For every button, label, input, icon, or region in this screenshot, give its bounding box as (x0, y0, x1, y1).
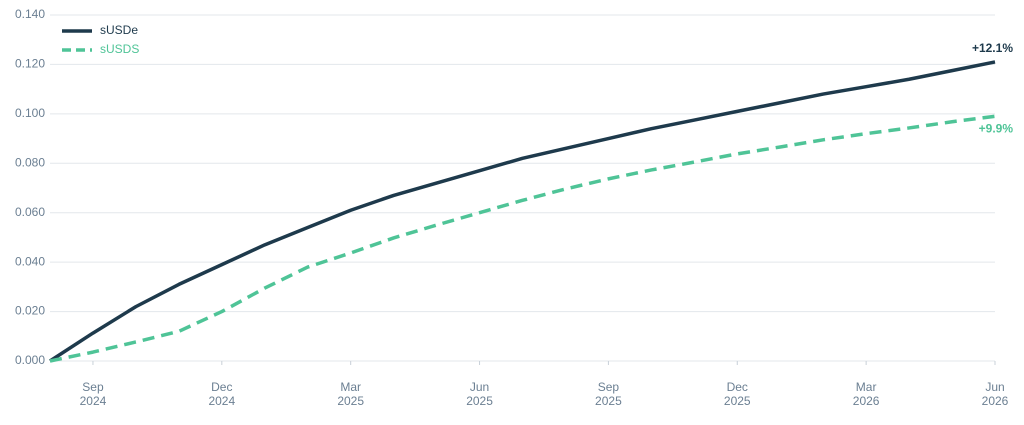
legend-label: sUSDe (100, 23, 138, 37)
y-tick-label: 0.140 (15, 7, 45, 21)
x-tick-label: Sep 2025 (595, 380, 622, 408)
x-tick-label: Mar 2026 (853, 380, 880, 408)
y-tick-label: 0.120 (15, 57, 45, 71)
end-label: +9.9% (979, 122, 1014, 136)
y-tick-label: 0.040 (15, 254, 45, 268)
end-label: +12.1% (972, 41, 1013, 55)
x-tick-label: Dec 2025 (724, 380, 751, 408)
legend-label: sUSDS (100, 42, 139, 56)
series-line (49, 60, 996, 363)
x-tick-label: Dec 2024 (208, 380, 235, 408)
y-tick-label: 0.000 (15, 353, 45, 367)
y-tick-label: 0.060 (15, 205, 45, 219)
y-tick-label: 0.080 (15, 155, 45, 169)
x-tick-label: Jun 2025 (466, 380, 493, 408)
x-tick-label: Jun 2026 (982, 380, 1009, 408)
y-tick-label: 0.020 (15, 304, 45, 318)
y-tick-label: 0.100 (15, 106, 45, 120)
x-tick-label: Sep 2024 (80, 380, 107, 408)
x-tick-label: Mar 2025 (337, 380, 364, 408)
series-line (49, 114, 996, 363)
